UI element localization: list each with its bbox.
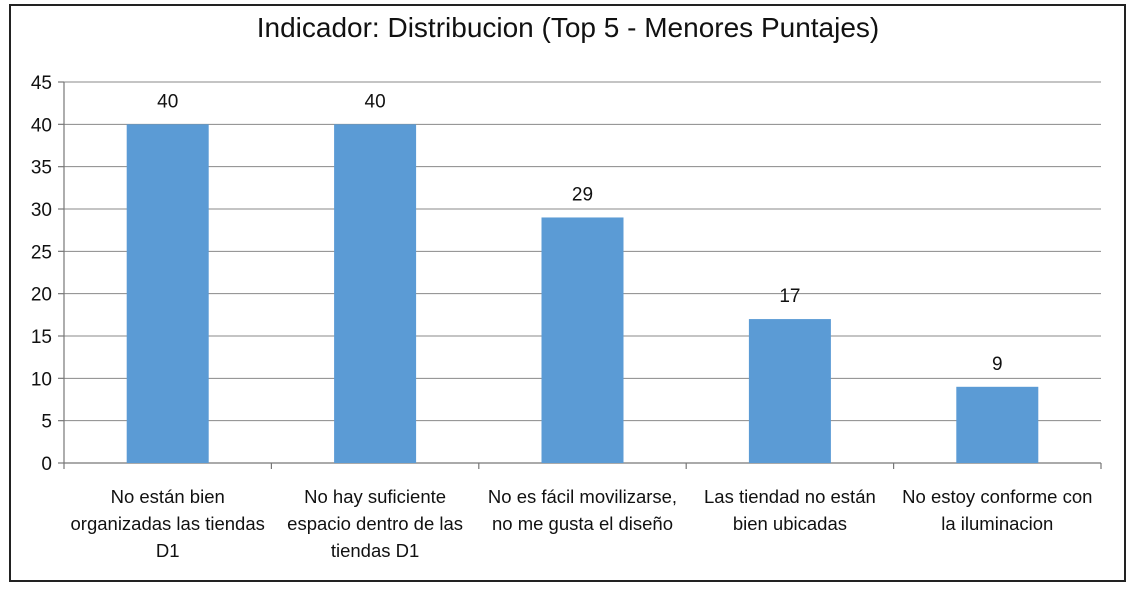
bar xyxy=(334,124,417,463)
data-label: 17 xyxy=(779,286,800,307)
y-tick-label: 10 xyxy=(31,369,52,390)
y-tick-label: 25 xyxy=(31,242,52,263)
y-tick-label: 20 xyxy=(31,285,52,306)
chart-title: Indicador: Distribucion (Top 5 - Menores… xyxy=(257,12,880,43)
bar xyxy=(748,319,831,463)
data-label: 29 xyxy=(572,184,593,205)
data-label: 40 xyxy=(157,91,178,112)
y-tick-label: 35 xyxy=(31,158,52,179)
y-tick-label: 0 xyxy=(41,454,52,475)
bar xyxy=(126,124,209,463)
data-label: 40 xyxy=(365,91,386,112)
y-tick-label: 5 xyxy=(41,412,52,433)
x-tick-label: No es fácil movilizarse, no me gusta el d… xyxy=(488,486,677,534)
bar xyxy=(956,386,1039,463)
data-label: 9 xyxy=(992,354,1003,375)
y-tick-label: 45 xyxy=(31,73,52,94)
y-tick-label: 30 xyxy=(31,200,52,221)
x-tick-label: No estoy conforme con la iluminacion xyxy=(902,486,1092,534)
x-tick-label: Las tiendad no están bien ubicadas xyxy=(704,486,876,534)
x-tick-label: No están bien organizadas las tiendas D1 xyxy=(71,486,265,561)
x-tick-label: No hay suficiente espacio dentro de las ti… xyxy=(287,486,463,561)
y-tick-label: 40 xyxy=(31,115,52,136)
bar xyxy=(541,217,624,463)
y-tick-label: 15 xyxy=(31,327,52,348)
